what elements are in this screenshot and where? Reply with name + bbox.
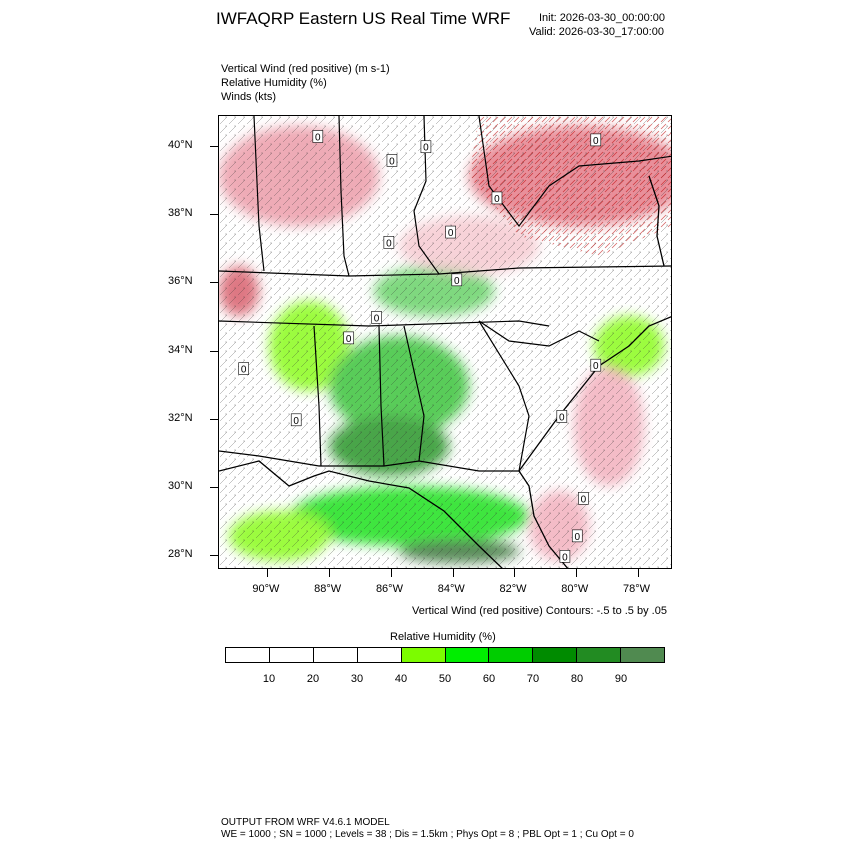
footer-config-line: WE = 1000 ; SN = 1000 ; Levels = 38 ; Di…: [221, 829, 634, 840]
lon-tick-mark: [638, 569, 640, 577]
lat-tick-mark: [210, 213, 218, 215]
colorbar-box: [489, 648, 534, 662]
colorbar-label: 40: [394, 673, 408, 685]
field-label-relative-humidity: Relative Humidity (%): [221, 77, 327, 89]
contour-label: 0: [315, 132, 321, 143]
colorbar-label: 90: [614, 673, 628, 685]
contour-label: 0: [293, 416, 299, 427]
contour-label: 0: [389, 156, 395, 167]
lon-tick-label: 78°W: [623, 583, 651, 595]
colorbar-label: 30: [350, 673, 364, 685]
contour-label-box: [590, 133, 602, 147]
lon-tick-label: 84°W: [437, 583, 465, 595]
contour-label: 0: [562, 552, 568, 563]
contour-label: 0: [593, 361, 599, 372]
state-borders: [219, 116, 671, 472]
colorbar-label: 80: [570, 673, 584, 685]
contour-label-box: [371, 311, 382, 324]
colorbar-box: [226, 648, 270, 662]
colorbar-title: Relative Humidity (%): [390, 631, 496, 643]
lat-tick-mark: [210, 350, 218, 352]
lat-tick-label: 38°N: [168, 206, 193, 219]
contour-label: 0: [374, 313, 380, 324]
contour-label-box: [491, 191, 503, 205]
lat-tick-label: 34°N: [168, 343, 193, 356]
contour-label-box: [386, 154, 398, 167]
lat-tick-label: 32°N: [168, 411, 193, 424]
contour-label-box: [590, 358, 602, 372]
colorbar-label: 60: [482, 673, 496, 685]
lon-tick-label: 82°W: [499, 583, 527, 595]
contour-label: 0: [559, 412, 565, 423]
colorbar: [225, 647, 665, 663]
contour-label-box: [445, 225, 456, 239]
contour-label-box: [312, 130, 324, 143]
lat-tick-label: 40°N: [168, 138, 193, 151]
lat-tick-label: 28°N: [168, 548, 193, 561]
footer-model-line: OUTPUT FROM WRF V4.6.1 MODEL: [221, 817, 390, 828]
contour-label-box: [383, 236, 395, 249]
contour-label-box: [451, 273, 463, 287]
contour-label: 0: [346, 334, 352, 345]
contour-label-box: [578, 492, 589, 505]
valid-time: Valid: 2026-03-30_17:00:00: [529, 26, 664, 38]
lon-tick-mark: [576, 569, 578, 577]
field-label-vertical-wind: Vertical Wind (red positive) (m s-1): [221, 63, 390, 75]
lon-tick-mark: [329, 569, 331, 577]
field-label-winds: Winds (kts): [221, 91, 276, 103]
contour-label-box: [238, 362, 250, 375]
lat-tick-mark: [210, 145, 218, 147]
colorbar-box: [269, 648, 314, 662]
contour-note: Vertical Wind (red positive) Contours: -…: [412, 605, 667, 617]
lon-tick-mark: [514, 569, 516, 577]
contour-label: 0: [241, 365, 247, 376]
init-time: Init: 2026-03-30_00:00:00: [539, 12, 665, 24]
lat-tick-mark: [210, 487, 218, 489]
contour-label-box: [420, 140, 432, 154]
lon-tick-label: 80°W: [561, 583, 589, 595]
coastline: [219, 175, 671, 568]
lat-tick-mark: [210, 418, 218, 420]
colorbar-box: [533, 648, 578, 662]
colorbar-label: 20: [306, 673, 320, 685]
contour-label: 0: [423, 143, 429, 154]
lat-tick-mark: [210, 282, 218, 284]
colorbar-label: 50: [438, 673, 452, 685]
contour-label: 0: [454, 276, 460, 287]
lon-tick-mark: [452, 569, 454, 577]
main-title: IWFAQRP Eastern US Real Time WRF: [216, 9, 511, 28]
contour-label: 0: [581, 494, 587, 505]
contour-label-box: [556, 410, 568, 423]
lon-tick-label: 90°W: [252, 583, 280, 595]
contour-label-box: [343, 331, 355, 345]
colorbar-box: [401, 648, 446, 662]
wind-barbs-red: [469, 116, 671, 256]
contour-label: 0: [386, 238, 392, 249]
colorbar-box: [357, 648, 402, 662]
lon-tick-mark: [390, 569, 392, 577]
colorbar-label: 70: [526, 673, 540, 685]
lat-tick-label: 36°N: [168, 275, 193, 288]
contour-label-box: [559, 550, 571, 563]
colorbar-box: [621, 648, 665, 662]
lon-tick-mark: [267, 569, 269, 577]
colorbar-box: [445, 648, 490, 662]
contour-label: 0: [593, 136, 599, 147]
contour-label-box: [290, 413, 302, 427]
lon-tick-label: 86°W: [375, 583, 403, 595]
contour-label: 0: [448, 228, 454, 239]
contour-label: 0: [574, 532, 580, 543]
lat-tick-mark: [210, 555, 218, 557]
lat-tick-label: 30°N: [168, 480, 193, 493]
colorbar-box: [313, 648, 358, 662]
lon-tick-label: 88°W: [314, 583, 342, 595]
contour-label: 0: [494, 194, 500, 205]
contour-label-box: [571, 529, 583, 543]
colorbar-label: 10: [262, 673, 276, 685]
colorbar-box: [577, 648, 622, 662]
